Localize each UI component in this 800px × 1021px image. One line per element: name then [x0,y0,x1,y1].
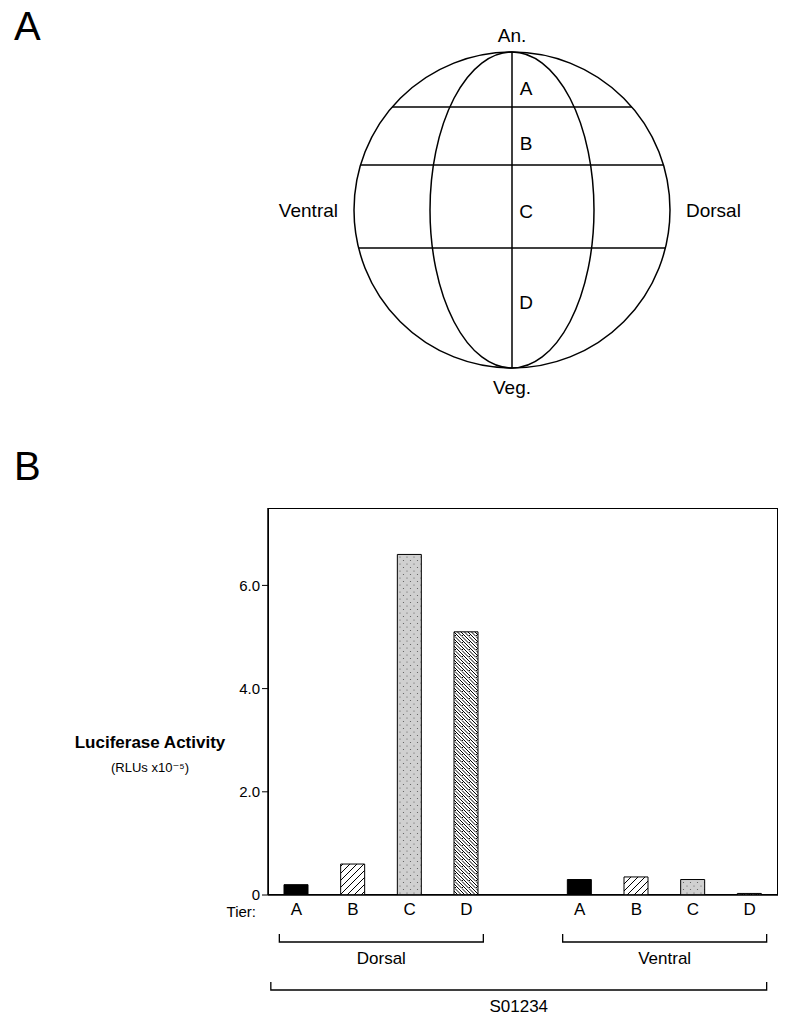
svg-text:Tier:: Tier: [227,903,256,920]
svg-text:An.: An. [498,25,527,46]
svg-text:C: C [687,900,699,919]
svg-text:A: A [14,4,41,48]
svg-text:A: A [520,78,533,99]
svg-text:0: 0 [252,886,260,903]
svg-text:A: A [574,900,586,919]
svg-text:D: D [460,900,472,919]
svg-text:B: B [14,444,41,488]
svg-text:B: B [631,900,642,919]
svg-text:4.0: 4.0 [239,680,260,697]
svg-text:Veg.: Veg. [493,377,531,398]
svg-text:Luciferase Activity: Luciferase Activity [75,733,226,752]
svg-text:D: D [519,292,533,313]
svg-text:A: A [291,900,303,919]
svg-text:6.0: 6.0 [239,577,260,594]
svg-text:Dorsal: Dorsal [686,200,741,221]
svg-text:B: B [520,133,533,154]
svg-text:Ventral: Ventral [279,200,338,221]
svg-text:S01234: S01234 [489,997,548,1016]
svg-text:(RLUs x10⁻⁵): (RLUs x10⁻⁵) [111,760,189,775]
svg-text:Ventral: Ventral [638,949,691,968]
svg-text:C: C [519,201,533,222]
svg-text:Dorsal: Dorsal [357,949,406,968]
svg-text:2.0: 2.0 [239,783,260,800]
svg-text:B: B [347,900,358,919]
svg-text:C: C [404,900,416,919]
svg-text:D: D [744,900,756,919]
